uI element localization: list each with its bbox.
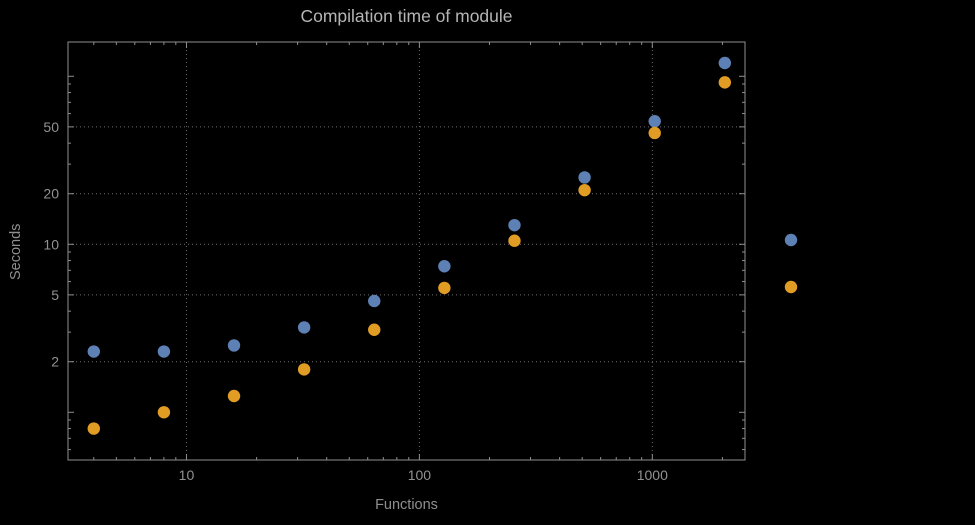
data-point [87,422,100,435]
data-point [508,234,521,247]
x-tick-label: 100 [408,467,432,483]
data-point [157,406,171,419]
y-tick-label: 2 [51,354,59,370]
data-point [648,126,661,140]
data-point [227,339,241,352]
y-tick-label: 50 [43,119,59,135]
y-gridlines [68,126,745,363]
data-point [648,115,661,128]
data-point [578,183,591,197]
legend [784,233,798,294]
legend-marker-orange-icon [784,280,798,294]
data-point [438,260,451,273]
y-tick-labels: 2 5 10 20 50 [43,119,59,370]
data-series-blue [87,56,732,358]
x-tick-label: 10 [179,467,195,483]
data-point [368,323,381,336]
data-point [227,389,241,403]
data-point [297,321,311,334]
data-point [438,281,451,295]
y-tick-label: 5 [51,287,59,303]
x-tick-labels: 10 100 1000 [179,467,668,483]
y-tick-label: 10 [43,236,59,252]
x-gridlines [185,42,653,460]
data-point [297,363,311,376]
data-point [157,345,171,358]
data-point [578,171,591,184]
data-point [87,345,100,358]
y-tick-label: 20 [43,186,59,202]
x-tick-label: 1000 [637,467,668,483]
y-axis-label: Seconds [8,223,24,280]
plot-frame [67,41,746,461]
data-point [508,218,521,232]
axis-ticks [68,42,745,460]
data-point [368,294,381,308]
data-point [718,76,732,89]
legend-marker-blue-icon [784,233,798,247]
x-axis-label: Functions [375,497,438,513]
data-point [718,56,732,70]
data-series-orange [87,76,732,435]
chart-title: Compilation time of module [300,6,513,26]
